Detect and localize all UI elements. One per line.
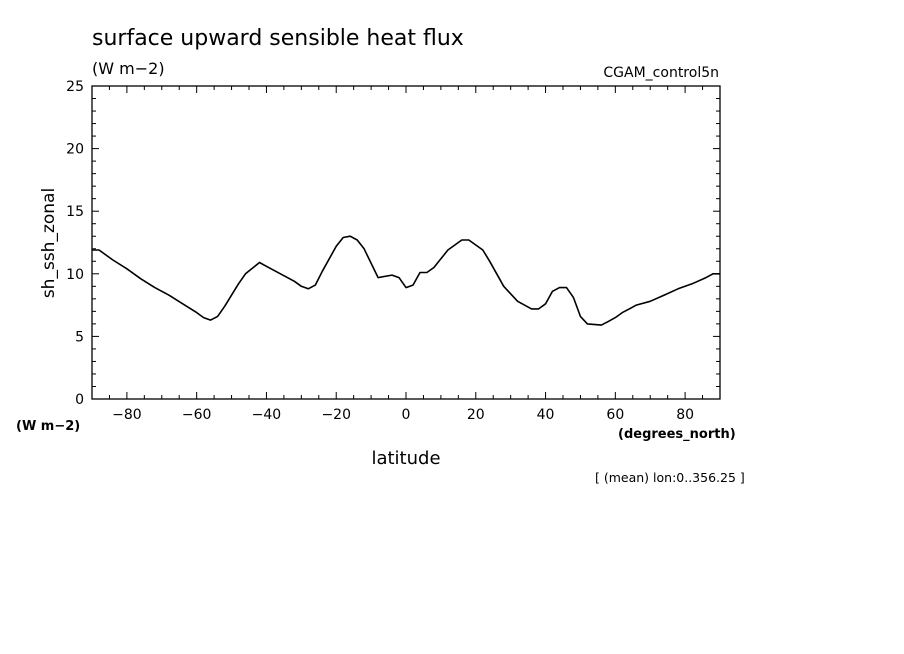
footnote: [ (mean) lon:0..356.25 ]: [595, 470, 745, 485]
y-axis: 0 5 10 15 20 25: [66, 79, 720, 408]
series-line: [92, 235, 720, 326]
x-tick-label: −60: [182, 407, 212, 423]
chart-title: surface upward sensible heat flux: [92, 26, 464, 51]
plot-frame: [91, 85, 721, 400]
x-tick-label: 80: [676, 407, 694, 423]
x-tick-label: 40: [537, 407, 555, 423]
y-axis-label: sh_ssh_zonal: [39, 188, 59, 298]
x-tick-label: 0: [402, 407, 411, 423]
x-tick-label: −20: [321, 407, 351, 423]
run-label: CGAM_control5n: [603, 65, 719, 81]
x-axis: −80 −60 −40 −20 0 20 40 60 80: [91, 86, 721, 423]
y-tick-label: 5: [75, 329, 84, 345]
x-axis-units: (degrees_north): [618, 427, 736, 442]
y-tick-label: 20: [66, 142, 84, 158]
y-axis-units: (W m−2): [16, 419, 80, 434]
y-tick-label: 10: [66, 267, 84, 283]
y-tick-label: 15: [66, 204, 84, 220]
x-tick-label: 60: [606, 407, 624, 423]
x-tick-label: −80: [112, 407, 142, 423]
x-axis-label: latitude: [371, 448, 440, 469]
y-tick-label: 0: [75, 392, 84, 408]
y-tick-label: 25: [66, 79, 84, 95]
x-tick-label: −40: [252, 407, 282, 423]
units-label: (W m−2): [92, 59, 165, 78]
x-tick-label: 20: [467, 407, 485, 423]
